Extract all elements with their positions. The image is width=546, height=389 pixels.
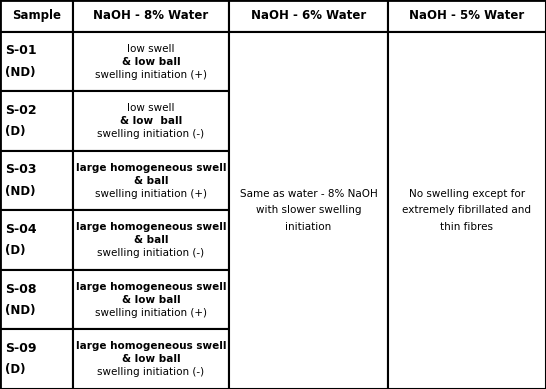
Text: & low ball: & low ball (122, 57, 180, 67)
Text: (D): (D) (5, 363, 26, 377)
Text: large homogeneous swell: large homogeneous swell (76, 163, 226, 173)
Text: Sample: Sample (12, 9, 61, 23)
Text: NaOH - 6% Water: NaOH - 6% Water (251, 9, 366, 23)
Text: & low ball: & low ball (122, 354, 180, 364)
Text: (ND): (ND) (5, 66, 36, 79)
Bar (229, 32, 388, 389)
Text: extremely fibrillated and: extremely fibrillated and (402, 205, 531, 216)
Text: with slower swelling: with slower swelling (256, 205, 361, 216)
Text: (ND): (ND) (5, 185, 36, 198)
Text: large homogeneous swell: large homogeneous swell (76, 341, 226, 351)
Text: S-03: S-03 (5, 163, 37, 177)
Bar (73, 32, 229, 91)
Text: swelling initiation (-): swelling initiation (-) (97, 129, 205, 139)
Text: swelling initiation (+): swelling initiation (+) (95, 70, 207, 80)
Text: & ball: & ball (134, 235, 168, 245)
Bar (73, 329, 229, 389)
Text: low swell: low swell (127, 103, 175, 113)
Bar (388, 32, 546, 389)
Text: large homogeneous swell: large homogeneous swell (76, 222, 226, 232)
Text: S-08: S-08 (5, 282, 37, 296)
Text: No swelling except for: No swelling except for (409, 189, 525, 199)
Text: swelling initiation (-): swelling initiation (-) (97, 367, 205, 377)
Text: S-02: S-02 (5, 104, 37, 117)
Bar (73, 151, 229, 210)
Bar (388, 0, 546, 32)
Text: large homogeneous swell: large homogeneous swell (76, 282, 226, 292)
Text: NaOH - 5% Water: NaOH - 5% Water (409, 9, 525, 23)
Text: & low ball: & low ball (122, 295, 180, 305)
Text: S-01: S-01 (5, 44, 37, 58)
Text: (D): (D) (5, 125, 26, 138)
Bar (0, 270, 73, 329)
Text: (ND): (ND) (5, 304, 36, 317)
Text: swelling initiation (-): swelling initiation (-) (97, 248, 205, 258)
Text: & low  ball: & low ball (120, 116, 182, 126)
Bar (0, 32, 73, 91)
Bar (0, 0, 73, 32)
Text: swelling initiation (+): swelling initiation (+) (95, 308, 207, 318)
Bar (73, 91, 229, 151)
Bar (0, 329, 73, 389)
Bar (0, 151, 73, 210)
Bar (0, 91, 73, 151)
Text: S-09: S-09 (5, 342, 37, 355)
Bar (0, 210, 73, 270)
Bar (73, 270, 229, 329)
Text: NaOH - 8% Water: NaOH - 8% Water (93, 9, 209, 23)
Text: & ball: & ball (134, 176, 168, 186)
Text: swelling initiation (+): swelling initiation (+) (95, 189, 207, 199)
Text: initiation: initiation (286, 222, 331, 232)
Text: (D): (D) (5, 244, 26, 258)
Text: Same as water - 8% NaOH: Same as water - 8% NaOH (240, 189, 377, 199)
Bar (73, 0, 229, 32)
Text: thin fibres: thin fibres (440, 222, 494, 232)
Bar (229, 0, 388, 32)
Bar (73, 210, 229, 270)
Text: S-04: S-04 (5, 223, 37, 236)
Text: low swell: low swell (127, 44, 175, 54)
